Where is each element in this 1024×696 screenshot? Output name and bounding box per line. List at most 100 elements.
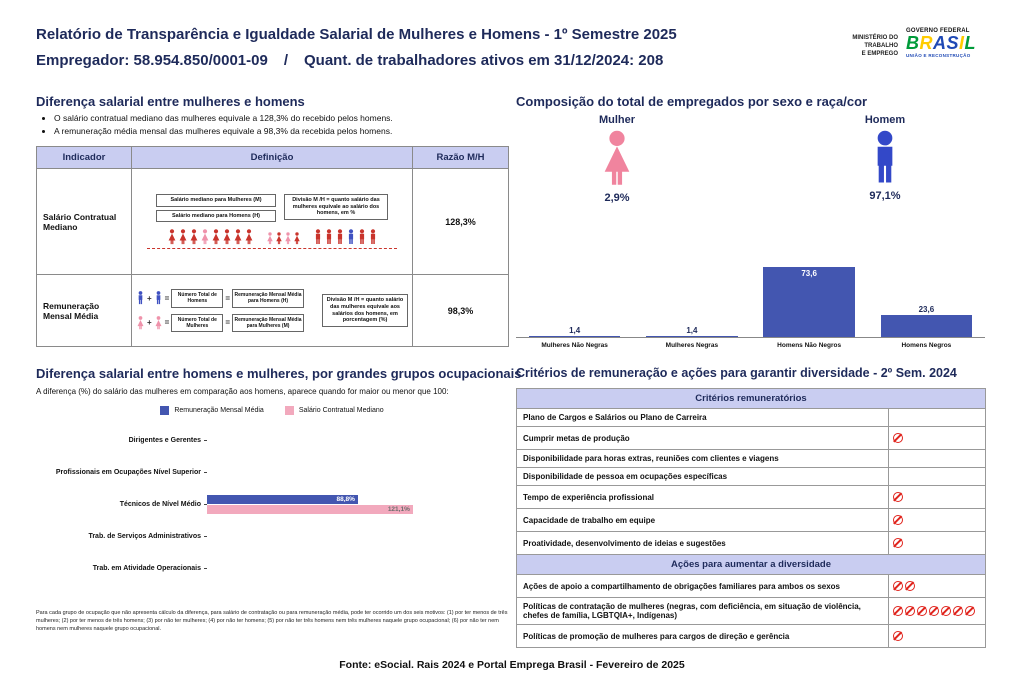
marks-container (892, 511, 904, 528)
male-summary: Homem 97,1% (820, 114, 950, 202)
brasil-wordmark: BRASIL (906, 34, 996, 53)
female-person-icon (233, 229, 243, 245)
bar (880, 314, 973, 337)
female-person-icon (154, 316, 163, 330)
male-person-icon (335, 229, 345, 245)
bar-group-homens-negros: 23,6 (868, 305, 985, 337)
nao-icon (965, 605, 975, 616)
criteria-title: Critérios de remuneração e ações para ga… (516, 366, 957, 380)
composition-title: Composição do total de empregados por se… (516, 94, 868, 109)
criteria-label: Disponibilidade para horas extras, reuni… (516, 449, 889, 468)
brand-letter: L (964, 33, 977, 53)
criteria-section2-header: Ações para aumentar a diversidade (516, 554, 986, 575)
formula-women: + = Número Total de Mulheres = Remuneraç… (136, 313, 316, 332)
nao-icon (893, 630, 903, 641)
label-box-median-men: Salário mediano para Homens (H) (156, 209, 276, 223)
bar (528, 335, 621, 337)
salary-gap-title: Diferença salarial entre mulheres e home… (36, 94, 305, 109)
criteria-label: Políticas de contratação de mulheres (ne… (516, 597, 889, 625)
indicator-median: Salário Contratual Mediano (36, 168, 132, 275)
nao-icon (929, 605, 939, 616)
nao-icon (893, 580, 903, 591)
salary-gap-bullets: O salário contratual mediano das mulhere… (54, 113, 494, 139)
bar-value-label: 1,4 (569, 325, 581, 335)
occupational-title: Diferença salarial entre homens e mulher… (36, 366, 522, 381)
bar-value-label: 121,1% (387, 505, 410, 513)
chart-row-tecnicos: Técnicos de Nível Médio 88,8% 121,1% (36, 488, 498, 520)
male-percentage: 97,1% (869, 190, 901, 202)
occupational-subtitle: A diferença (%) do salário das mulheres … (36, 387, 449, 396)
brand-letter: A (933, 33, 947, 53)
female-person-icon (244, 229, 254, 245)
criteria-label: Proatividade, desenvolvimento de ideias … (516, 531, 889, 555)
x-axis-label: Homens Negros (901, 342, 952, 349)
chart-row-dirigentes: Dirigentes e Gerentes (36, 424, 498, 456)
equals-operator: = (164, 318, 170, 328)
bar: 73,6 (763, 267, 855, 337)
label-box-total-women: Número Total de Mulheres (171, 313, 224, 332)
ministry-line: MINISTÉRIO DO (852, 35, 898, 41)
male-person-icon (313, 229, 323, 245)
bar-value-label: 1,4 (686, 325, 698, 335)
female-person-icon (178, 229, 188, 245)
report-subtitle: Empregador: 58.954.850/0001-09 / Quant. … (36, 52, 663, 69)
criteria-row: Cumprir metas de produção (516, 426, 986, 450)
report-title: Relatório de Transparência e Igualdade S… (36, 26, 677, 43)
people-diagram (136, 229, 408, 245)
label-box-average-men: Remuneração Mensal Média para Homens (H) (232, 289, 305, 308)
legend-swatch-pink (284, 406, 294, 415)
female-person-icon (189, 229, 199, 245)
criteria-table: Critérios remuneratórios Plano de Cargos… (516, 388, 986, 648)
criteria-row: Disponibilidade para horas extras, reuni… (516, 449, 986, 468)
female-percentage: 2,9% (604, 192, 630, 204)
female-person-icon (211, 229, 221, 245)
y-axis-label: Profissionais em Ocupações Nível Superio… (55, 468, 201, 476)
bar-group-homens-nao-negros: 73,6 (751, 267, 868, 337)
nao-icon (893, 605, 903, 616)
nao-icon (941, 605, 951, 616)
bar-value-label: 23,6 (918, 304, 935, 314)
bar (646, 335, 738, 337)
label-box-division-average: Divisão M /H = quanto salário das mulher… (322, 293, 408, 328)
chart-row-profissionais: Profissionais em Ocupações Nível Superio… (36, 456, 498, 488)
occupational-chart: Dirigentes e Gerentes Profissionais em O… (36, 424, 498, 584)
chart-row-operacionais: Trab. em Atividade Operacionais (36, 552, 498, 584)
composition-chart: 1,4 1,4 73,6 23,6 Mulheres Não Negras Mu… (516, 246, 985, 349)
source-footer: Fonte: eSocial. Rais 2024 e Portal Empre… (339, 659, 685, 671)
axis-tick (204, 503, 207, 505)
bullet-median-salary: O salário contratual mediano das mulhere… (54, 113, 494, 123)
label-box-median-women: Salário mediano para Mulheres (M) (156, 193, 276, 207)
criteria-row: Políticas de contratação de mulheres (ne… (516, 597, 986, 625)
criteria-label: Capacidade de trabalho em equipe (516, 508, 889, 532)
label-box-total-men: Número Total de Homens (171, 289, 224, 308)
active-workers: Quant. de trabalhadores ativos em 31/12/… (303, 52, 664, 69)
axis-tick (204, 535, 207, 537)
male-icon (820, 130, 950, 186)
label-box-division-median: Divisão M /H = quanto salário das mulher… (284, 193, 388, 221)
nao-icon (893, 432, 903, 443)
women-subgroup-icons (266, 232, 301, 245)
brand-letter: R (919, 33, 933, 53)
criteria-row: Plano de Cargos e Salários ou Plano de C… (516, 408, 986, 427)
equals-operator: = (225, 293, 231, 303)
employer-id: Empregador: 58.954.850/0001-09 (36, 52, 268, 69)
median-dashed-line (146, 248, 398, 250)
y-axis-label: Técnicos de Nível Médio (119, 500, 201, 508)
criteria-label: Cumprir metas de produção (516, 426, 889, 450)
marks-container (892, 429, 904, 446)
criteria-label: Tempo de experiência profissional (516, 485, 889, 509)
government-logo: GOVERNO FEDERAL BRASIL UNIÃO E RECONSTRU… (906, 28, 996, 58)
x-axis-label: Mulheres Não Negras (541, 342, 608, 349)
nao-icon (893, 514, 903, 525)
women-group-icons (167, 229, 254, 245)
legend-swatch-blue (160, 406, 170, 415)
male-person-icon (154, 291, 163, 305)
bullet-average-salary: A remuneração média mensal das mulheres … (54, 126, 494, 136)
formula-men: + = Número Total de Homens = Remuneração… (136, 289, 316, 308)
ministry-line: E EMPREGO (861, 51, 898, 58)
legend-label-salario: Salário Contratual Mediano (298, 407, 384, 414)
marks-container (892, 534, 904, 551)
ministry-line: TRABALHO (864, 43, 898, 50)
chart-legend: Remuneração Mensal Média Salário Contrat… (36, 406, 508, 415)
col-header-indicador: Indicador (36, 146, 132, 169)
